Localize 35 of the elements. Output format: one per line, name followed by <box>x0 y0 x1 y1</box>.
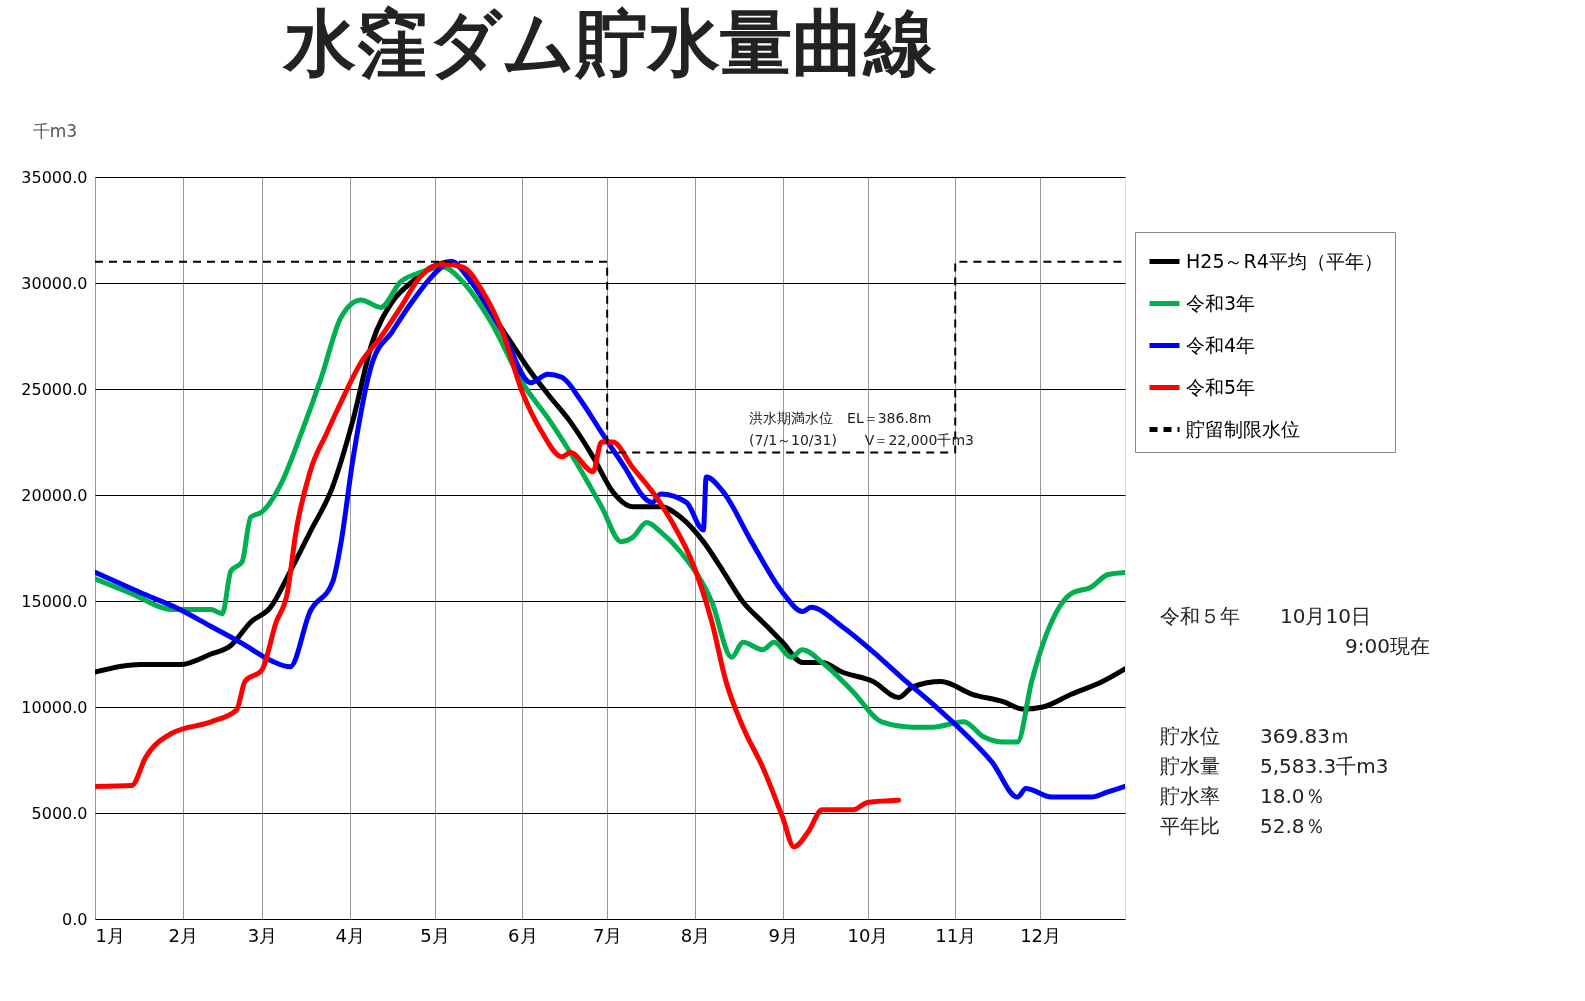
y-tick-label: 30000.0 <box>21 273 88 293</box>
x-tick-label: 9月 <box>768 924 798 946</box>
chart-title: 水窪ダム貯水量曲線 <box>282 1 937 85</box>
text: 令和５年 10月10日 <box>1160 604 1371 628</box>
x-tick-label: 11月 <box>935 924 977 946</box>
x-tick-label: 3月 <box>247 924 278 946</box>
text: 貯水位 369.83ｍ <box>1160 724 1350 748</box>
legend-label: 令和3年 <box>1186 291 1256 314</box>
text: 貯水量 5,583.3千m3 <box>1160 754 1389 778</box>
x-tick-label: 5月 <box>420 924 450 946</box>
x-tick-label: 6月 <box>508 924 538 946</box>
x-tick-label: 8月 <box>680 924 711 946</box>
x-tick-label: 1月 <box>95 924 125 946</box>
x-tick-label: 7月 <box>592 924 623 946</box>
y-tick-label: 10000.0 <box>21 697 88 717</box>
legend-label: 貯留制限水位 <box>1186 417 1300 440</box>
y-axis-title: 千m3 <box>32 121 78 141</box>
annotation: 洪水期満水位 EL＝386.8m <box>749 410 932 426</box>
text: 9:00現在 <box>1345 634 1430 658</box>
annotation: (7/1～10/31) V＝22,000千m3 <box>749 432 974 448</box>
y-tick-label: 15000.0 <box>21 591 88 611</box>
legend-label: 令和5年 <box>1186 375 1256 398</box>
text: 貯水率 18.0％ <box>1160 784 1325 808</box>
x-tick-label: 12月 <box>1020 924 1062 946</box>
text: 平年比 52.8％ <box>1160 814 1325 838</box>
legend-label: H25～R4平均（平年） <box>1186 249 1383 272</box>
x-tick-label: 10月 <box>847 924 889 946</box>
y-tick-label: 35000.0 <box>21 167 88 187</box>
y-tick-label: 5000.0 <box>31 803 88 823</box>
y-tick-label: 0.0 <box>62 909 88 929</box>
y-tick-label: 25000.0 <box>21 379 88 399</box>
y-tick-label: 20000.0 <box>21 485 88 505</box>
x-tick-label: 2月 <box>168 924 198 946</box>
legend-label: 令和4年 <box>1186 333 1256 356</box>
x-tick-label: 4月 <box>335 924 365 946</box>
